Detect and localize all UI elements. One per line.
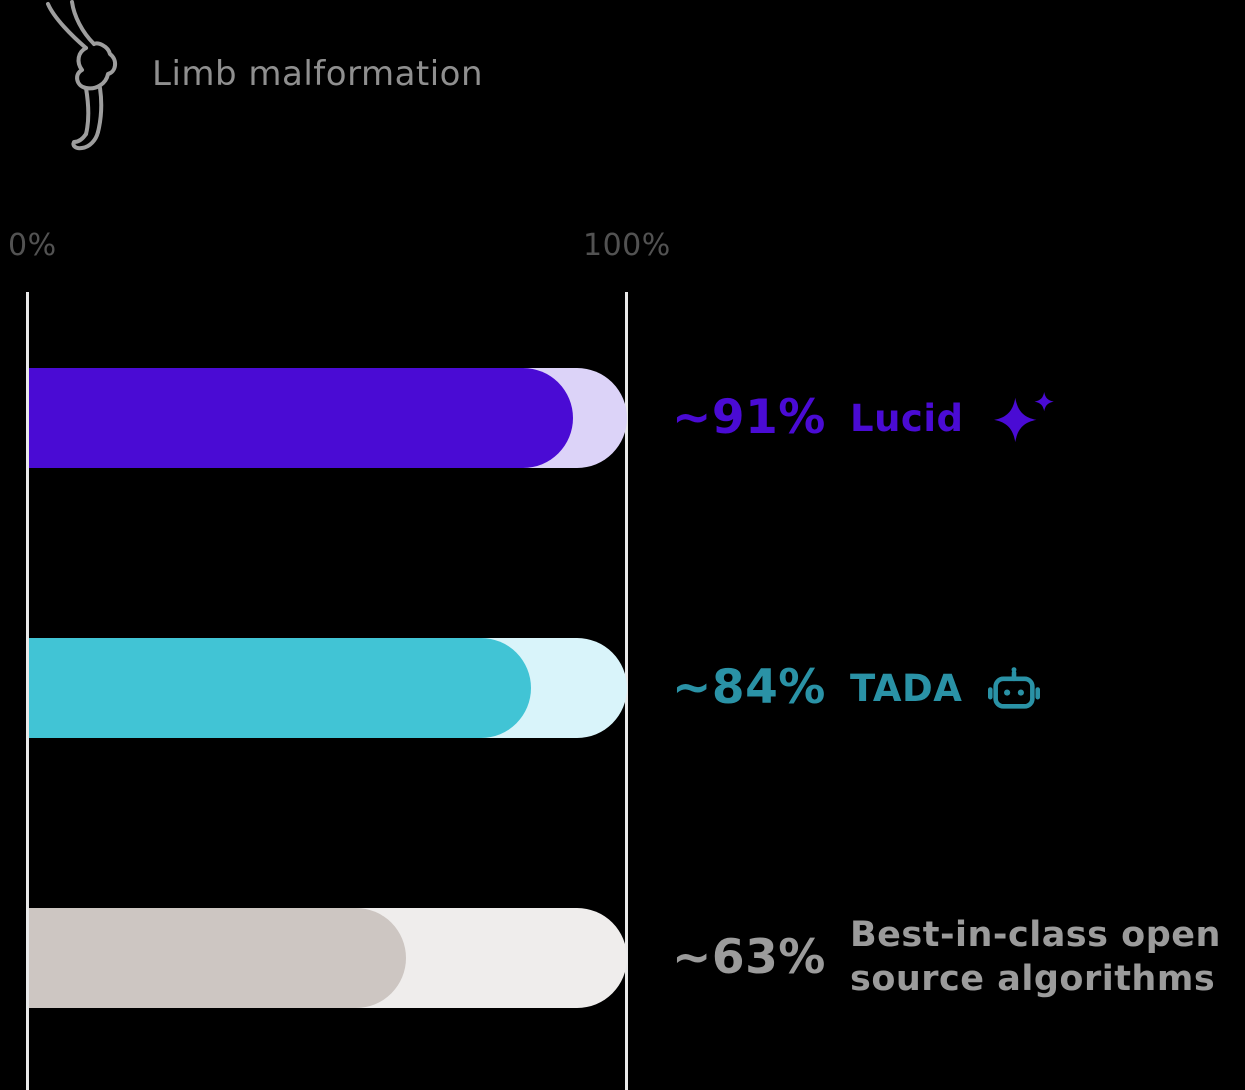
- bar-fill-lucid: [29, 368, 574, 468]
- series-name-tada: TADA: [850, 666, 963, 710]
- bar-fill-open-source: [29, 908, 406, 1008]
- series-label-lucid: Lucid: [850, 368, 1056, 468]
- series-name-open-source: Best-in-class open source algorithms: [850, 915, 1221, 999]
- series-label-open-source: Best-in-class open source algorithms: [850, 908, 1245, 1008]
- bar-row-open-source: ~63% Best-in-class open source algorithm…: [0, 908, 1245, 1008]
- bar-track-tada: [29, 638, 627, 738]
- bar-track-lucid: [29, 368, 627, 468]
- sparkle-icon: [993, 392, 1054, 443]
- bar-row-tada: ~84% TADA: [0, 638, 1245, 738]
- limb-bone-icon: [46, 0, 117, 151]
- axis-line-0-percent: [26, 292, 29, 1090]
- bar-track-open-source: [29, 908, 627, 1008]
- value-label-open-source: ~63%: [672, 930, 826, 985]
- axis-tick-0: 0%: [8, 228, 57, 263]
- robot-icon: [988, 667, 1041, 709]
- value-label-lucid: ~91%: [672, 390, 826, 445]
- series-name-lucid: Lucid: [850, 396, 964, 440]
- series-label-tada: TADA: [850, 638, 1041, 738]
- bar-fill-tada: [29, 638, 532, 738]
- value-label-tada: ~84%: [672, 660, 826, 715]
- chart-title: Limb malformation: [152, 54, 484, 94]
- bar-row-lucid: ~91% Lucid: [0, 368, 1245, 468]
- axis-tick-100: 100%: [583, 228, 671, 263]
